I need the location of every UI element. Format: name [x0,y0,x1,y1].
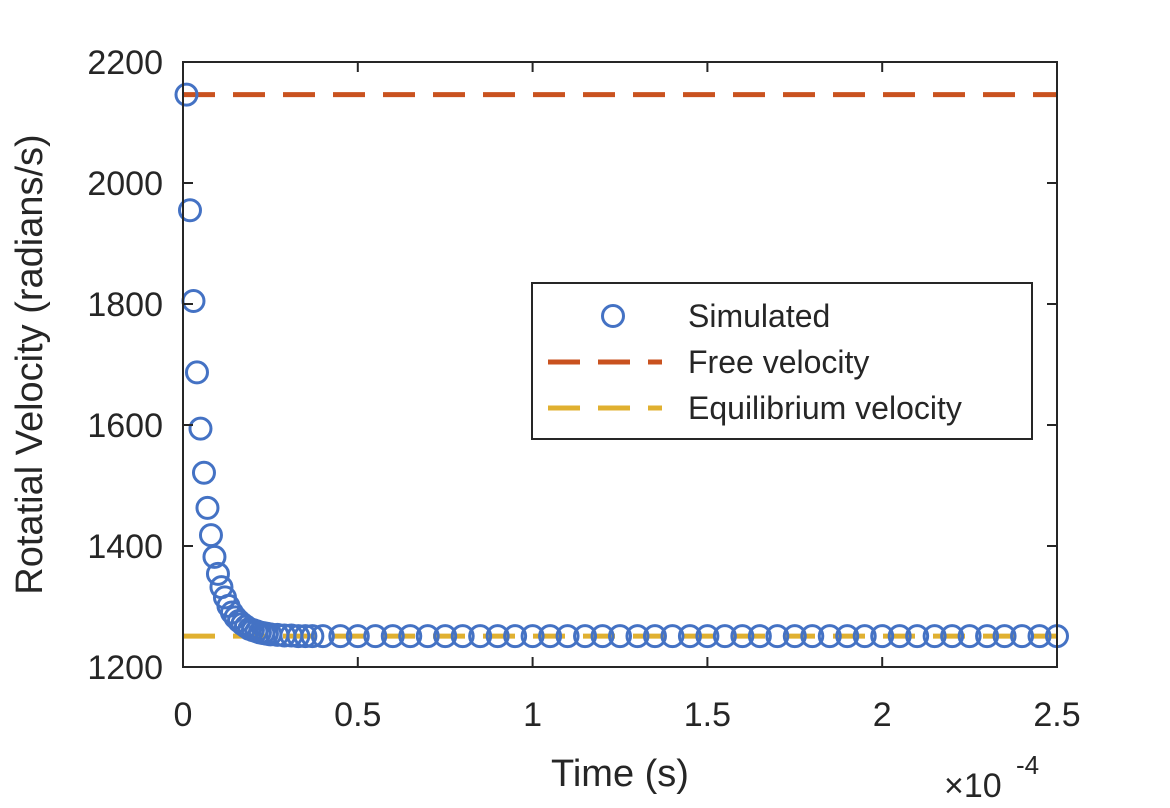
simulated-point [747,624,772,649]
legend: Simulated Free velocity Equilibrium veloci… [531,282,1033,440]
y-tick-label: 1200 [87,649,163,687]
simulated-point [922,624,947,649]
simulated-point [608,624,632,649]
simulated-point [730,624,755,649]
simulated-point [345,624,370,649]
simulated-point [188,416,213,441]
simulated-point [205,561,230,586]
axis-ticks [182,61,1058,668]
x-tick-label: 0.5 [334,696,381,734]
simulated-point [660,624,685,649]
simulated-point [503,624,528,649]
y-axis-title: Rotatial Velocity (radians/s) [9,134,51,594]
y-tick-labels: 1200 1400 1600 1800 2000 2200 [87,44,163,687]
simulated-point [887,624,912,649]
legend-label: Equilibrium velocity [688,390,962,426]
simulated-point [1027,624,1052,649]
simulated-point [957,624,982,649]
simulated-point [202,544,227,569]
y-tick-label: 1600 [87,407,163,445]
simulated-point [184,360,209,385]
x-tick-label: 1 [523,696,542,734]
simulated-point [174,82,199,107]
simulated-point [293,624,318,649]
simulated-point [835,624,860,649]
simulated-point [450,624,475,649]
simulated-point [380,624,405,649]
simulated-point [310,624,335,649]
legend-item: Simulated [601,298,830,334]
x-tick-labels: 0 0.5 1 1.5 2 2.5 [174,696,1081,734]
simulated-point [905,624,930,649]
simulated-point [677,624,702,649]
simulated-point [642,624,667,649]
simulated-point [520,624,545,649]
simulated-point [363,624,388,649]
simulated-point [286,624,311,649]
simulated-point [852,624,877,649]
simulated-point [555,624,580,649]
simulated-point [765,624,790,649]
simulated-point [195,495,220,520]
simulated-point [177,198,202,223]
legend-label: Simulated [688,298,830,334]
simulated-point [975,624,1000,649]
legend-label: Free velocity [688,344,869,380]
simulated-point [398,624,423,649]
simulated-point [328,624,353,649]
simulated-point [992,624,1017,649]
x-exponent-base: ×10 [944,767,1002,805]
simulated-point [468,624,493,649]
simulated-point [695,624,720,649]
simulated-point [817,624,842,649]
y-tick-label: 1800 [87,286,163,324]
simulated-markers [174,82,1069,649]
simulated-point [415,624,440,649]
axes-box [182,61,1058,668]
y-tick-label: 1400 [87,528,163,566]
simulated-point [870,624,895,649]
simulated-point [573,624,598,649]
legend-item: Equilibrium velocity [548,390,962,426]
x-exponent-power: -4 [1016,750,1039,780]
simulated-point [485,624,510,649]
simulated-point [433,624,458,649]
y-tick-label: 2200 [87,44,163,82]
x-axis-exponent: ×10 -4 [944,750,1039,805]
x-tick-label: 0 [174,696,193,734]
simulated-point [712,624,737,649]
x-tick-label: 2.5 [1033,696,1080,734]
simulated-point [300,624,325,649]
simulated-point [590,624,615,649]
simulated-point [625,624,650,649]
x-axis-title: Time (s) [551,753,689,795]
simulated-point [1010,624,1035,649]
y-tick-label: 2000 [87,165,163,203]
simulated-point [191,460,216,485]
simulated-point [782,624,807,649]
legend-marker [601,304,625,328]
x-tick-label: 2 [873,696,892,734]
simulated-point [940,624,965,649]
legend-item: Free velocity [548,344,869,380]
simulated-point [538,624,563,649]
simulated-point [800,624,825,649]
x-tick-label: 1.5 [684,696,731,734]
